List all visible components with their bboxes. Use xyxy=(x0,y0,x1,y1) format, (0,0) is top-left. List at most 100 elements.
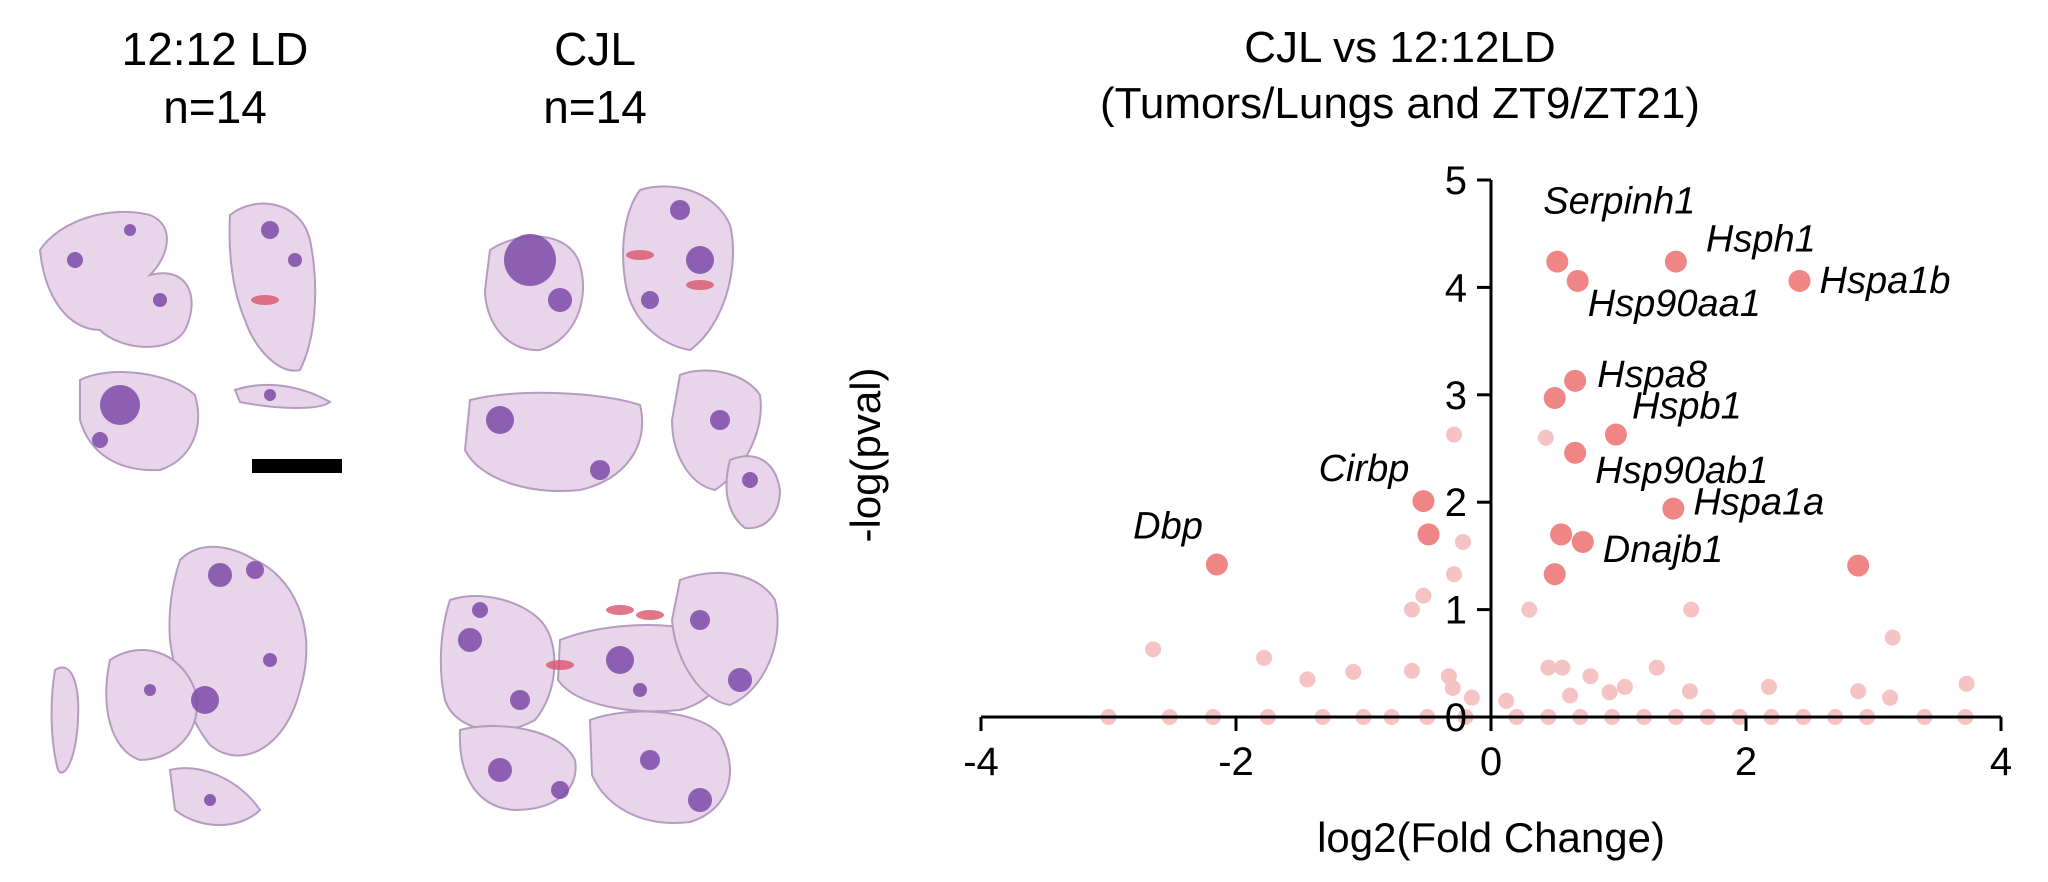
ld-panel-title: 12:12 LD n=14 xyxy=(60,20,370,136)
tissue-lobe xyxy=(228,202,317,372)
tumor-spot xyxy=(710,410,730,430)
x-tick-label: -2 xyxy=(1218,740,1254,784)
nonsignificant-point xyxy=(1958,675,1975,692)
nonsignificant-point xyxy=(1648,659,1665,676)
tissue-lobe xyxy=(50,666,80,774)
tissue-lobe xyxy=(38,211,193,348)
x-axis-title: log2(Fold Change) xyxy=(1317,814,1665,861)
y-tick-label: 0 xyxy=(1445,696,1467,740)
chart-title-block: CJL vs 12:12LD (Tumors/Lungs and ZT9/ZT2… xyxy=(1080,20,1720,132)
significant-point xyxy=(1788,269,1811,292)
significant-point xyxy=(1564,441,1587,464)
nonsignificant-point xyxy=(1850,683,1867,700)
x-tick-label: 2 xyxy=(1735,740,1757,784)
tumor-spot xyxy=(67,252,83,268)
tissue-lobe xyxy=(168,767,262,826)
nonsignificant-point xyxy=(1256,649,1273,666)
gene-label: Dnajb1 xyxy=(1603,529,1723,571)
nonsignificant-point xyxy=(1582,668,1599,685)
significant-point xyxy=(1564,369,1587,392)
cjl-panel-title: CJL n=14 xyxy=(440,20,750,136)
y-tick-label: 2 xyxy=(1445,481,1467,525)
tumor-spot xyxy=(690,610,710,630)
chart-subtitle: (Tumors/Lungs and ZT9/ZT21) xyxy=(1100,79,1700,128)
ld-sample-count: n=14 xyxy=(163,81,267,133)
nonsignificant-point xyxy=(1882,689,1899,706)
tumor-spot xyxy=(640,750,660,770)
y-tick-label: 5 xyxy=(1445,159,1467,203)
gene-label: Dbp xyxy=(1133,505,1203,547)
tumor-spot xyxy=(686,246,714,274)
y-axis-title: -log(pval) xyxy=(842,367,889,542)
tumor-spot xyxy=(504,234,556,286)
gene-label: Hsp90aa1 xyxy=(1588,283,1761,325)
nonsignificant-point xyxy=(1446,426,1463,443)
blood-vessel xyxy=(251,295,279,305)
nonsignificant-point xyxy=(1345,663,1362,680)
nonsignificant-point xyxy=(1454,533,1471,550)
significant-point xyxy=(1417,523,1440,546)
tumor-spot xyxy=(144,684,156,696)
tumor-spot xyxy=(551,781,569,799)
blood-vessel xyxy=(546,660,574,670)
tumor-spot xyxy=(100,385,140,425)
y-tick-label: 3 xyxy=(1445,374,1467,418)
blood-vessel xyxy=(606,605,634,615)
y-tick-label: 1 xyxy=(1445,589,1467,633)
significant-point xyxy=(1662,497,1685,520)
significant-point xyxy=(1566,269,1589,292)
nonsignificant-point xyxy=(1415,587,1432,604)
cjl-condition-label: CJL xyxy=(554,23,636,75)
nonsignificant-point xyxy=(1601,684,1618,701)
nonsignificant-point xyxy=(1446,566,1463,583)
tumor-spot xyxy=(458,628,482,652)
significant-point xyxy=(1205,553,1228,576)
tumor-spot xyxy=(488,758,512,782)
tumor-spot xyxy=(688,788,712,812)
gene-label: Hspb1 xyxy=(1632,386,1742,428)
tumor-spot xyxy=(153,293,167,307)
nonsignificant-point xyxy=(1537,429,1554,446)
tumor-spot xyxy=(261,221,279,239)
tumor-spot xyxy=(92,432,108,448)
nonsignificant-point xyxy=(1681,683,1698,700)
x-tick-label: 4 xyxy=(1990,740,2012,784)
nonsignificant-points xyxy=(1100,426,1975,725)
nonsignificant-point xyxy=(1403,662,1420,679)
gene-label: Cirbp xyxy=(1319,448,1410,490)
significant-point xyxy=(1604,423,1627,446)
tumor-spot xyxy=(486,406,514,434)
chart-title: CJL vs 12:12LD xyxy=(1244,23,1556,72)
nonsignificant-point xyxy=(1616,678,1633,695)
ld-condition-label: 12:12 LD xyxy=(121,23,309,75)
tumor-spot xyxy=(742,472,758,488)
x-tick-label: -4 xyxy=(963,740,999,784)
significant-point xyxy=(1571,530,1594,553)
tissue-lobe xyxy=(233,383,332,409)
significant-point xyxy=(1543,387,1566,410)
nonsignificant-point xyxy=(1498,692,1515,709)
tumor-spot xyxy=(246,561,264,579)
nonsignificant-point xyxy=(1299,671,1316,688)
tumor-spot xyxy=(288,253,302,267)
ld-section-top xyxy=(38,202,332,472)
nonsignificant-point xyxy=(1403,601,1420,618)
significant-point xyxy=(1412,490,1435,513)
nonsignificant-point xyxy=(1463,689,1480,706)
nonsignificant-point xyxy=(1683,601,1700,618)
tumor-spot xyxy=(191,686,219,714)
significant-point xyxy=(1550,523,1573,546)
gene-label: Hspa8 xyxy=(1597,354,1707,396)
blood-vessel xyxy=(626,250,654,260)
tumor-spot xyxy=(633,683,647,697)
gene-label: Hspa1b xyxy=(1820,260,1951,302)
significant-point xyxy=(1546,250,1569,273)
nonsignificant-point xyxy=(1884,629,1901,646)
tissue-lobe xyxy=(670,572,779,707)
nonsignificant-point xyxy=(1760,678,1777,695)
tissue-lobe xyxy=(105,649,198,762)
tumor-spot xyxy=(263,653,277,667)
tumor-spot xyxy=(548,288,572,312)
